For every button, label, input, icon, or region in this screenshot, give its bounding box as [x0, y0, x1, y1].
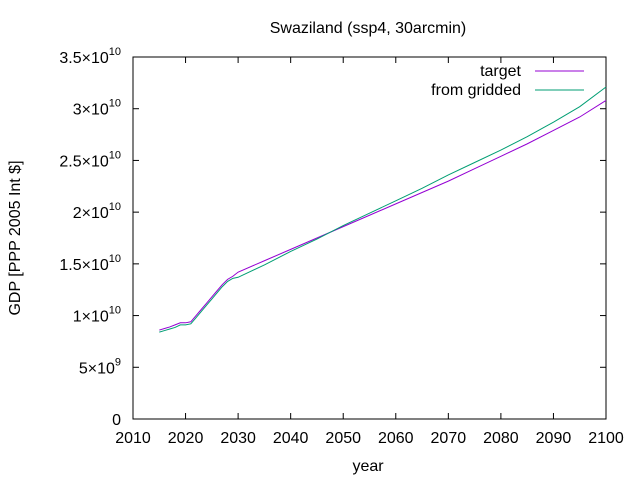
x-tick-label: 2090	[536, 430, 572, 447]
x-tick-label: 2020	[168, 430, 204, 447]
series-line-target	[159, 100, 607, 331]
y-tick-mantissa: 1.5×10	[59, 257, 108, 274]
y-tick-mantissa: 2×10	[73, 205, 109, 222]
y-tick-label: 2.5×1010	[59, 149, 121, 170]
y-tick-label: 2×1010	[73, 201, 121, 222]
y-tick-mantissa: 2.5×10	[59, 153, 108, 170]
y-tick-label: 1.5×1010	[59, 253, 121, 274]
x-tick-label: 2050	[325, 430, 361, 447]
y-tick-mantissa: 1×10	[73, 309, 109, 326]
y-tick-exponent: 10	[109, 305, 121, 317]
legend-label: from gridded	[431, 82, 521, 99]
x-axis: 2010 2020 2030 2040 2050 2060 2070 2080 2090 2100	[115, 57, 624, 447]
y-tick-exponent: 10	[109, 98, 121, 110]
y-tick-label: 3×1010	[73, 98, 121, 119]
x-tick-label: 2040	[273, 430, 309, 447]
series-line-from-gridded	[159, 86, 607, 333]
y-axis: 05×1091×10101.5×10102×10102.5×10103×1010…	[59, 46, 606, 429]
x-tick-label: 2030	[220, 430, 256, 447]
y-tick-exponent: 10	[109, 253, 121, 265]
x-tick-label: 2070	[431, 430, 467, 447]
x-tick-label: 2080	[483, 430, 519, 447]
y-axis-label: GDP [PPP 2005 Int $]	[7, 160, 24, 315]
y-tick-mantissa: 0	[112, 412, 121, 429]
series-lines	[159, 86, 607, 333]
y-tick-exponent: 10	[109, 46, 121, 58]
plot-frame	[132, 56, 607, 420]
chart-title: Swaziland (ssp4, 30arcmin)	[270, 20, 467, 37]
y-tick-label: 0	[112, 412, 121, 429]
legend: target from gridded	[431, 63, 584, 99]
y-tick-label: 3.5×1010	[59, 46, 121, 67]
y-tick-mantissa: 3×10	[73, 102, 109, 119]
x-tick-label: 2060	[378, 430, 414, 447]
y-tick-mantissa: 5×10	[79, 360, 115, 377]
x-tick-label: 2010	[115, 430, 151, 447]
legend-label: target	[480, 63, 521, 80]
y-tick-exponent: 9	[115, 356, 121, 368]
y-tick-exponent: 10	[109, 149, 121, 161]
y-tick-mantissa: 3.5×10	[59, 50, 108, 67]
y-tick-label: 5×109	[79, 356, 121, 377]
x-tick-label: 2100	[588, 430, 624, 447]
y-tick-exponent: 10	[109, 201, 121, 213]
y-tick-label: 1×1010	[73, 305, 121, 326]
x-axis-label: year	[352, 458, 384, 475]
